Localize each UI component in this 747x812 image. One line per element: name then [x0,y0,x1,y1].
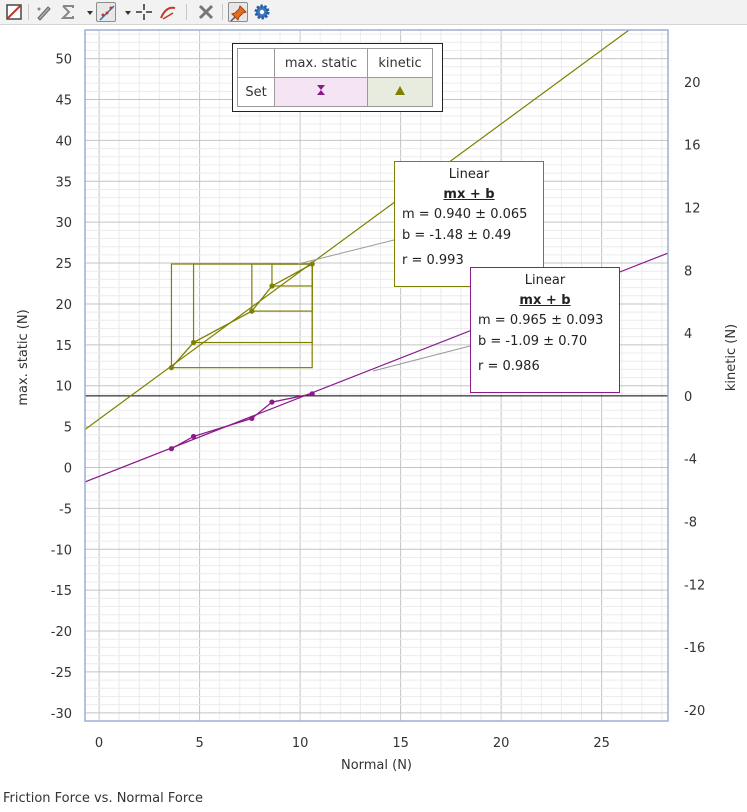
y-tick-label: 5 [64,421,72,436]
delete-icon[interactable] [196,2,216,22]
x-tick-label: 5 [195,736,203,751]
examine-crosshair-icon[interactable] [134,2,154,22]
series-legend: max. static kinetic Set [232,43,443,112]
y-tick-label: 20 [55,298,72,313]
y2-tick-label: -4 [684,453,697,468]
y-tick-label: 10 [55,380,72,395]
y-tick-label: -30 [51,707,72,722]
y-tick-label: -20 [51,625,72,640]
y2-tick-label: 12 [684,201,701,216]
dropdown-arrow-icon[interactable] [80,2,93,22]
kinetic-data-point [309,261,315,267]
x-tick-label: 10 [292,736,309,751]
y-tick-label: 15 [55,339,72,354]
triangle-marker-icon [395,86,405,95]
dropdown-arrow-icon[interactable] [118,2,131,22]
curve-fit-icon[interactable] [96,2,116,22]
legend-row-label: Set [237,77,275,107]
kinetic-data-point [269,283,275,289]
y-tick-label: 35 [55,175,72,190]
y-tick-label: 25 [55,257,72,272]
y2-tick-label: -16 [684,641,705,656]
fit-intercept: b = -1.09 ± 0.70 [478,334,588,349]
legend-corner-cell [237,48,275,78]
fit-title: Linear [448,167,490,182]
y-tick-label: -10 [51,543,72,558]
y2-tick-label: -12 [684,578,705,593]
pin-annotation-icon[interactable] [228,2,248,22]
fit-equation: mx + b [519,293,571,308]
static-data-point [269,399,275,405]
static-data-point [309,391,315,397]
kinetic-fit-leader [297,239,395,265]
y2-tick-label: -8 [684,516,697,531]
static-fit-box[interactable]: Linear mx + b m = 0.965 ± 0.093 b = -1.0… [470,267,620,393]
fit-slope: m = 0.940 ± 0.065 [402,207,528,222]
y-tick-label: -15 [51,584,72,599]
fit-intercept: b = -1.48 ± 0.49 [402,228,512,243]
y-tick-label: 0 [64,461,72,476]
fit-correlation: r = 0.993 [402,253,464,268]
tangent-icon[interactable] [158,2,178,22]
graph-toolbar [0,0,747,25]
kinetic-data-point [168,365,175,371]
y2-tick-label: 16 [684,139,701,154]
y2-tick-label: 8 [684,264,692,279]
fit-title: Linear [524,273,566,288]
x-tick-label: 15 [392,736,409,751]
y-tick-label: -5 [59,502,72,517]
legend-header-kinetic: kinetic [367,48,433,78]
static-data-point [190,433,197,440]
data-table-icon[interactable] [4,2,24,22]
x-axis-label: Normal (N) [341,758,412,773]
graph-caption: Friction Force vs. Normal Force [3,791,204,806]
kinetic-bracket-box [271,263,313,287]
x-tick-label: 20 [493,736,510,751]
legend-header-static: max. static [274,48,368,78]
statistics-icon[interactable] [58,2,78,22]
plot-frame [84,29,669,722]
kinetic-data-point [249,308,255,314]
static-data-point [168,446,175,452]
static-fit-leader [372,345,471,372]
draw-prediction-icon[interactable] [34,2,54,22]
y-tick-label: 50 [55,53,72,68]
y2-axis-label: kinetic (N) [724,324,739,391]
y-axis-label: max. static (N) [16,309,31,405]
y-tick-label: 45 [55,94,72,109]
graph-plot[interactable]: 0 5 10 15 20 25 -30 -25 -20 -15 -10 -5 0 5 10 15 20 25 30 3… [0,25,747,791]
y2-tick-label: 20 [684,76,701,91]
fit-correlation: r = 0.986 [478,359,540,374]
y-tick-label: 30 [55,216,72,231]
legend-kinetic-swatch[interactable] [367,77,433,107]
legend-static-swatch[interactable] [274,77,368,107]
settings-gear-icon[interactable] [252,2,272,22]
fit-slope: m = 0.965 ± 0.093 [478,313,604,328]
static-data-point [249,415,255,422]
kinetic-data-point [190,339,197,346]
hourglass-marker-icon [317,85,325,95]
x-tick-label: 25 [593,736,610,751]
y-tick-label: -25 [51,666,72,681]
kinetic-fit-box[interactable]: Linear mx + b m = 0.940 ± 0.065 b = -1.4… [394,161,544,287]
y2-tick-label: 0 [684,390,692,405]
y-tick-label: 40 [55,134,72,149]
fit-equation: mx + b [443,187,495,202]
x-tick-label: 0 [95,736,103,751]
y2-tick-label: 4 [684,327,692,342]
y2-tick-label: -20 [684,704,705,719]
